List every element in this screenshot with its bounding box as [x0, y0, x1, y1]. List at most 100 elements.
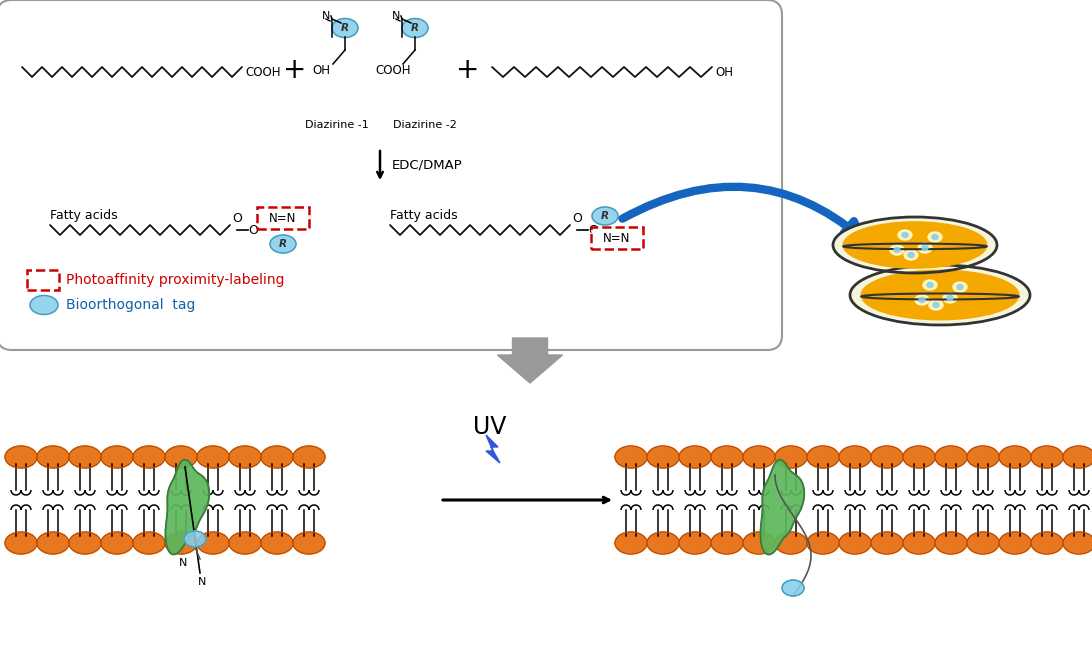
Text: O: O — [232, 212, 241, 225]
Ellipse shape — [100, 446, 133, 468]
Ellipse shape — [1031, 532, 1063, 554]
Ellipse shape — [903, 532, 935, 554]
Text: OH: OH — [715, 65, 733, 78]
Ellipse shape — [968, 446, 999, 468]
FancyBboxPatch shape — [0, 0, 782, 350]
Polygon shape — [166, 459, 210, 554]
Text: N: N — [179, 558, 187, 568]
Ellipse shape — [615, 446, 646, 468]
Text: R: R — [601, 211, 609, 221]
Ellipse shape — [270, 235, 296, 253]
Ellipse shape — [133, 532, 165, 554]
FancyBboxPatch shape — [27, 270, 59, 290]
Text: Diazirine -2: Diazirine -2 — [393, 120, 456, 130]
Ellipse shape — [183, 531, 206, 547]
Ellipse shape — [165, 532, 197, 554]
Ellipse shape — [953, 282, 968, 292]
Ellipse shape — [679, 446, 711, 468]
Ellipse shape — [332, 18, 358, 38]
Ellipse shape — [999, 446, 1031, 468]
Ellipse shape — [261, 532, 293, 554]
Ellipse shape — [37, 532, 69, 554]
Ellipse shape — [402, 18, 428, 38]
Ellipse shape — [197, 532, 229, 554]
FancyBboxPatch shape — [257, 207, 309, 229]
Ellipse shape — [935, 446, 968, 468]
Text: Fatty acids: Fatty acids — [50, 210, 118, 223]
Ellipse shape — [775, 446, 807, 468]
Text: O: O — [572, 212, 582, 225]
Text: N=N: N=N — [270, 212, 297, 225]
Text: R: R — [411, 23, 419, 33]
Text: R: R — [341, 23, 349, 33]
Ellipse shape — [293, 532, 325, 554]
Ellipse shape — [782, 580, 804, 596]
Text: COOH: COOH — [245, 65, 281, 78]
Ellipse shape — [839, 532, 871, 554]
Ellipse shape — [646, 446, 679, 468]
Ellipse shape — [5, 446, 37, 468]
Ellipse shape — [894, 248, 900, 252]
Text: N=N: N=N — [603, 231, 631, 244]
Text: Fatty acids: Fatty acids — [390, 210, 458, 223]
Ellipse shape — [229, 446, 261, 468]
Polygon shape — [760, 459, 804, 554]
Ellipse shape — [839, 446, 871, 468]
Ellipse shape — [850, 265, 1030, 325]
Ellipse shape — [229, 532, 261, 554]
Text: N: N — [392, 11, 400, 21]
Ellipse shape — [261, 446, 293, 468]
Text: Photoaffinity proximity-labeling: Photoaffinity proximity-labeling — [66, 273, 285, 287]
Ellipse shape — [922, 246, 928, 250]
Ellipse shape — [615, 532, 646, 554]
Ellipse shape — [903, 446, 935, 468]
Ellipse shape — [843, 222, 987, 268]
Ellipse shape — [904, 250, 918, 260]
Ellipse shape — [898, 230, 912, 240]
Ellipse shape — [293, 446, 325, 468]
Ellipse shape — [807, 532, 839, 554]
Ellipse shape — [69, 532, 100, 554]
Ellipse shape — [1063, 532, 1092, 554]
Text: Diazirine -1: Diazirine -1 — [305, 120, 369, 130]
Text: +: + — [283, 56, 307, 84]
Ellipse shape — [927, 283, 933, 287]
Ellipse shape — [743, 446, 775, 468]
Ellipse shape — [968, 532, 999, 554]
Ellipse shape — [915, 295, 929, 305]
Ellipse shape — [902, 233, 909, 237]
Ellipse shape — [197, 446, 229, 468]
FancyArrow shape — [498, 338, 562, 383]
Text: R: R — [278, 239, 287, 249]
Ellipse shape — [929, 300, 943, 310]
Ellipse shape — [923, 280, 937, 290]
Ellipse shape — [743, 532, 775, 554]
Ellipse shape — [999, 532, 1031, 554]
Text: N: N — [322, 11, 330, 21]
Ellipse shape — [890, 245, 904, 255]
Ellipse shape — [679, 532, 711, 554]
Ellipse shape — [933, 302, 939, 308]
Ellipse shape — [871, 446, 903, 468]
Text: O: O — [248, 223, 258, 237]
Ellipse shape — [37, 446, 69, 468]
Text: O: O — [587, 223, 598, 237]
FancyBboxPatch shape — [591, 227, 643, 249]
Text: UV: UV — [473, 415, 507, 439]
Ellipse shape — [1031, 446, 1063, 468]
Ellipse shape — [5, 532, 37, 554]
Text: N: N — [198, 577, 206, 587]
Ellipse shape — [862, 270, 1019, 320]
Ellipse shape — [909, 252, 914, 258]
Ellipse shape — [775, 532, 807, 554]
Ellipse shape — [943, 293, 957, 303]
Ellipse shape — [833, 217, 997, 273]
Ellipse shape — [100, 532, 133, 554]
Ellipse shape — [919, 297, 925, 302]
Ellipse shape — [711, 532, 743, 554]
Ellipse shape — [1063, 446, 1092, 468]
Text: OH: OH — [312, 63, 330, 76]
Ellipse shape — [928, 232, 942, 242]
Ellipse shape — [646, 532, 679, 554]
Ellipse shape — [133, 446, 165, 468]
